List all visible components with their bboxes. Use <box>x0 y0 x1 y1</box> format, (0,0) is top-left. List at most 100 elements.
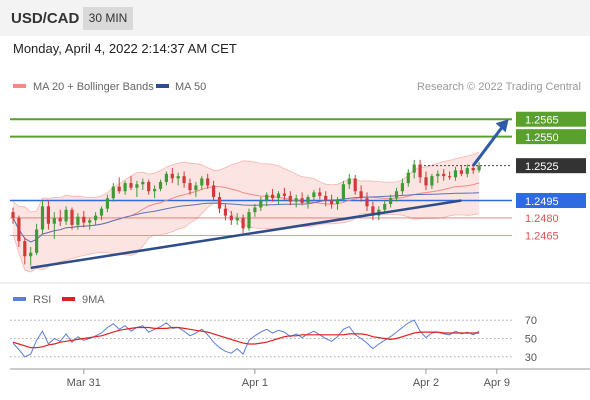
rsi-panel: 70 50 30 <box>10 315 537 364</box>
moving-averages-layer <box>12 182 480 243</box>
last-price-label: 1.2525 <box>525 161 559 173</box>
ma9-legend-swatch <box>62 297 75 301</box>
candle-body <box>147 181 151 192</box>
candle-body <box>64 209 68 222</box>
candle-body <box>318 192 322 196</box>
candle-body <box>430 176 434 186</box>
candle-body <box>276 193 281 199</box>
candle-body <box>471 168 475 171</box>
candle-body <box>442 173 446 177</box>
chart-datetime: Monday, April 4, 2022 2:14:37 AM CET <box>13 41 237 56</box>
ma50-line <box>12 192 480 243</box>
rsi-legend-swatch <box>13 297 26 301</box>
ma9-legend-label: 9MA <box>82 294 105 306</box>
rsi-tick-label: 30 <box>525 352 537 364</box>
projection-arrow-head <box>495 119 509 133</box>
timeframe-button[interactable]: 30 MIN <box>83 7 133 30</box>
candle-body <box>182 176 186 184</box>
candle-body <box>271 194 275 199</box>
candle-body <box>436 173 440 177</box>
candle-body <box>394 191 399 199</box>
candle-body <box>23 241 27 257</box>
candle-body <box>235 217 239 221</box>
candle-body <box>29 252 33 257</box>
candle-body <box>170 173 174 179</box>
candle-body <box>200 178 204 186</box>
ma20-legend-swatch <box>13 84 26 88</box>
symbol-title: USD/CAD <box>11 10 80 27</box>
candle-body <box>371 206 375 216</box>
pivot-tag <box>516 193 586 209</box>
ma50-legend-swatch <box>156 84 169 88</box>
time-tick-label: Apr 1 <box>242 377 268 389</box>
bollinger-band-area <box>13 152 480 272</box>
candle-body <box>324 195 328 201</box>
ma20-legend-label: MA 20 + Bollinger Bands <box>33 81 154 93</box>
candle-body <box>88 220 92 223</box>
candle-body <box>400 183 404 192</box>
support-trendline <box>30 199 462 270</box>
candle-body <box>459 170 463 174</box>
candle-body <box>176 176 180 179</box>
candle-body <box>105 198 109 209</box>
rsi-legend-label: RSI <box>33 294 51 306</box>
candle-body <box>288 195 292 202</box>
time-tick-label: Apr 9 <box>484 377 510 389</box>
candle-body <box>82 216 86 223</box>
candle-body <box>359 191 363 199</box>
candle-body <box>223 208 227 216</box>
candle-body <box>424 177 428 186</box>
candle-body <box>194 185 198 191</box>
candle-body <box>465 168 469 174</box>
rsi-tick-label: 50 <box>525 334 537 346</box>
rsi-legend: RSI 9MA <box>13 294 105 306</box>
support-label-1.2465: 1.2465 <box>525 230 559 242</box>
resistance-tag-1.2550 <box>516 129 586 145</box>
candle-body <box>294 198 298 202</box>
candle-body <box>123 183 127 192</box>
candle-body <box>40 206 45 230</box>
candle-body <box>365 198 369 207</box>
candle-body <box>383 204 387 210</box>
candle-body <box>335 199 340 204</box>
candle-body <box>52 217 56 224</box>
candle-body <box>76 216 80 225</box>
candle-body <box>247 212 251 229</box>
header-bar: USD/CAD 30 MIN <box>0 0 590 36</box>
time-tick-label: Mar 31 <box>67 377 101 389</box>
candle-body <box>212 185 216 198</box>
candle-body <box>229 215 233 221</box>
candle-body <box>241 217 245 229</box>
pivot-label: 1.2495 <box>525 196 559 208</box>
candle-body <box>135 184 139 188</box>
resistance-label-1.2550: 1.2550 <box>525 132 559 144</box>
candle-body <box>129 183 133 188</box>
candle-body <box>58 217 62 222</box>
candle-body <box>17 217 21 242</box>
research-credit: Research © 2022 Trading Central <box>417 81 581 93</box>
candle-body <box>94 215 98 221</box>
last-price-tag <box>516 158 586 174</box>
candle-body <box>477 165 481 171</box>
candle-body <box>300 198 304 203</box>
resistance-label-1.2565: 1.2565 <box>525 115 559 127</box>
candle-body <box>35 229 39 253</box>
candle-body <box>353 178 357 192</box>
candle-body <box>164 173 168 182</box>
bollinger-bands-layer <box>12 151 480 273</box>
candles-layer <box>11 159 481 266</box>
trendline-layer <box>30 119 509 270</box>
candle-body <box>188 183 192 191</box>
candle-body <box>253 207 257 213</box>
resistance-tag-1.2565 <box>516 111 586 127</box>
candle-body <box>217 197 222 209</box>
candle-body <box>117 186 121 192</box>
candle-body <box>347 178 351 185</box>
candle-body <box>265 194 269 201</box>
level-labels-layer: 1.2565 1.2550 1.2525 1.2495 1.2480 1.2465 <box>516 111 586 242</box>
time-tick-label: Apr 2 <box>413 377 439 389</box>
candle-body <box>70 209 74 225</box>
candle-body <box>46 206 50 224</box>
